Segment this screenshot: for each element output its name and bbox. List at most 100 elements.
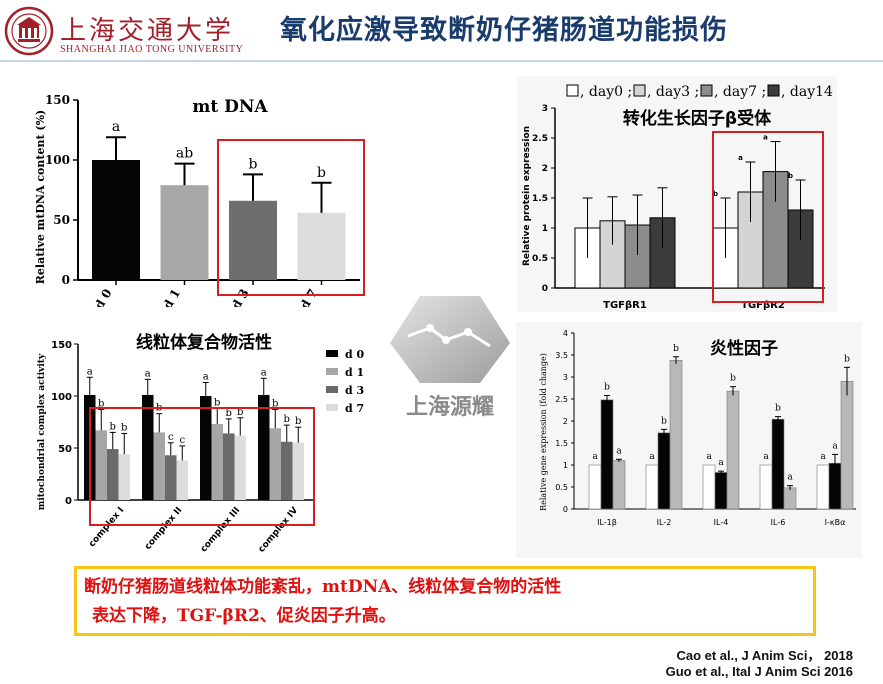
bar: [107, 449, 119, 500]
legend-swatch: [767, 84, 780, 97]
significance-letter: b: [775, 404, 781, 414]
watermark-emblem-icon: [390, 296, 510, 383]
legend-swatch: [326, 404, 338, 411]
significance-letter: b: [844, 354, 850, 364]
reference-1: Cao et al., J Anim Sci， 2018: [676, 648, 853, 663]
significance-letter: b: [249, 156, 258, 172]
y-axis-label: Relative gene expression (fold change): [539, 353, 548, 511]
legend-label: d 1: [345, 366, 364, 379]
slide-title: 氧化应激导致断奶仔猪肠道功能损伤: [280, 15, 728, 46]
significance-letter: c: [168, 432, 174, 443]
significance-letter: a: [203, 371, 209, 382]
y-tick-label: 0: [65, 496, 72, 507]
y-tick-label: 50: [58, 444, 72, 455]
x-tick-label: TGFβR1: [603, 300, 647, 311]
bar: [600, 399, 614, 510]
y-tick-label: 1.5: [555, 439, 568, 448]
summary-line-2: 表达下降，TGF-βR2、促炎因子升高。: [92, 606, 396, 626]
bar: [759, 464, 773, 510]
chart-title: 线粒体复合物活性: [136, 332, 272, 353]
significance-letter: b: [226, 408, 232, 419]
bar: [702, 464, 716, 510]
significance-letter: b: [272, 399, 278, 410]
y-tick-label: 0: [62, 273, 70, 287]
bar: [612, 460, 626, 510]
legend-label: , day0 ;: [580, 84, 632, 100]
tgf-receptor-chart: , day0 ; , day3 ; , day7 ; , day14 转化生长因子β受体…: [517, 76, 837, 312]
x-tick-label: IL-1β: [597, 518, 617, 527]
significance-letter: b: [788, 172, 793, 180]
y-tick-label: 0.5: [532, 254, 548, 264]
legend-label: , day3 ;: [647, 84, 699, 100]
legend-label: d 0: [345, 348, 365, 361]
y-tick-label: 100: [51, 392, 72, 403]
university-name-cn: 上海交通大学: [60, 16, 235, 46]
x-tick-label: I-κBα: [825, 518, 846, 527]
significance-letter: a: [738, 154, 743, 162]
bar: [297, 212, 346, 280]
legend-label: , day14: [781, 84, 833, 100]
bar: [160, 185, 209, 280]
bar: [669, 359, 683, 510]
bar: [645, 464, 659, 510]
bar: [200, 396, 212, 500]
y-tick-label: 150: [45, 93, 70, 107]
bar: [165, 455, 177, 500]
significance-letter: b: [730, 374, 736, 384]
x-tick-label: d 0: [92, 287, 115, 308]
highlight-box: [712, 131, 824, 303]
bar: [657, 432, 671, 510]
significance-letter: a: [112, 119, 120, 135]
bar: [176, 460, 188, 500]
bar: [118, 454, 130, 500]
y-tick-label: 2.5: [555, 395, 568, 404]
y-tick-label: 0.5: [555, 483, 568, 492]
bar: [95, 430, 107, 500]
significance-letter: a: [261, 367, 267, 378]
significance-letter: a: [87, 366, 93, 377]
bar: [292, 442, 304, 500]
significance-letter: a: [763, 452, 769, 462]
x-tick-label: TGFβR2: [741, 300, 785, 311]
bar: [816, 464, 830, 510]
x-tick-label: complex IV: [257, 505, 301, 554]
x-tick-label: d 1: [161, 287, 184, 308]
legend-label: , day7 ;: [714, 84, 766, 100]
bar: [223, 433, 235, 500]
significance-letter: b: [713, 190, 718, 198]
y-tick-label: 2.5: [532, 134, 548, 144]
legend-swatch: [633, 84, 646, 97]
x-tick-label: d 7: [298, 287, 321, 308]
y-tick-label: 2: [542, 164, 548, 174]
y-tick-label: 150: [51, 340, 72, 351]
y-tick-label: 1: [563, 461, 568, 470]
bar: [588, 464, 602, 510]
significance-letter: b: [317, 165, 326, 181]
significance-letter: a: [616, 446, 622, 456]
x-tick-label: d 3: [229, 287, 252, 308]
summary-box: [74, 566, 816, 636]
legend-swatch: [326, 386, 338, 393]
bar: [840, 381, 854, 510]
highlight-box: [217, 139, 365, 296]
significance-letter: a: [145, 368, 151, 379]
chart-title: mt DNA: [192, 97, 268, 117]
watermark-logo: 上海源耀: [390, 296, 510, 420]
summary-text: 断奶仔猪肠道线粒体功能紊乱，mtDNA、线粒体复合物的活性 表达下降，TGF-β…: [84, 573, 804, 631]
x-tick-label: complex I: [87, 506, 126, 550]
reference-2: Guo et al., Ital J Anim Sci 2016: [665, 664, 853, 679]
y-tick-label: 2: [563, 417, 568, 426]
y-axis-label: mitochondrial complex activity: [37, 353, 47, 510]
bar: [211, 424, 223, 500]
university-seal-icon: [4, 6, 54, 56]
chart-title: 炎性因子: [710, 338, 778, 359]
header-bar: [0, 0, 883, 60]
highlight-box: [89, 407, 315, 526]
significance-letter: b: [673, 344, 679, 354]
bar: [258, 394, 270, 500]
significance-letter: b: [214, 397, 220, 408]
y-tick-label: 3.5: [555, 351, 568, 360]
significance-letter: b: [661, 416, 667, 426]
x-tick-label: complex III: [199, 506, 242, 555]
mtdna-chart: mt DNA Relative mtDNA content (%) 0 50 100 15…: [34, 93, 365, 308]
